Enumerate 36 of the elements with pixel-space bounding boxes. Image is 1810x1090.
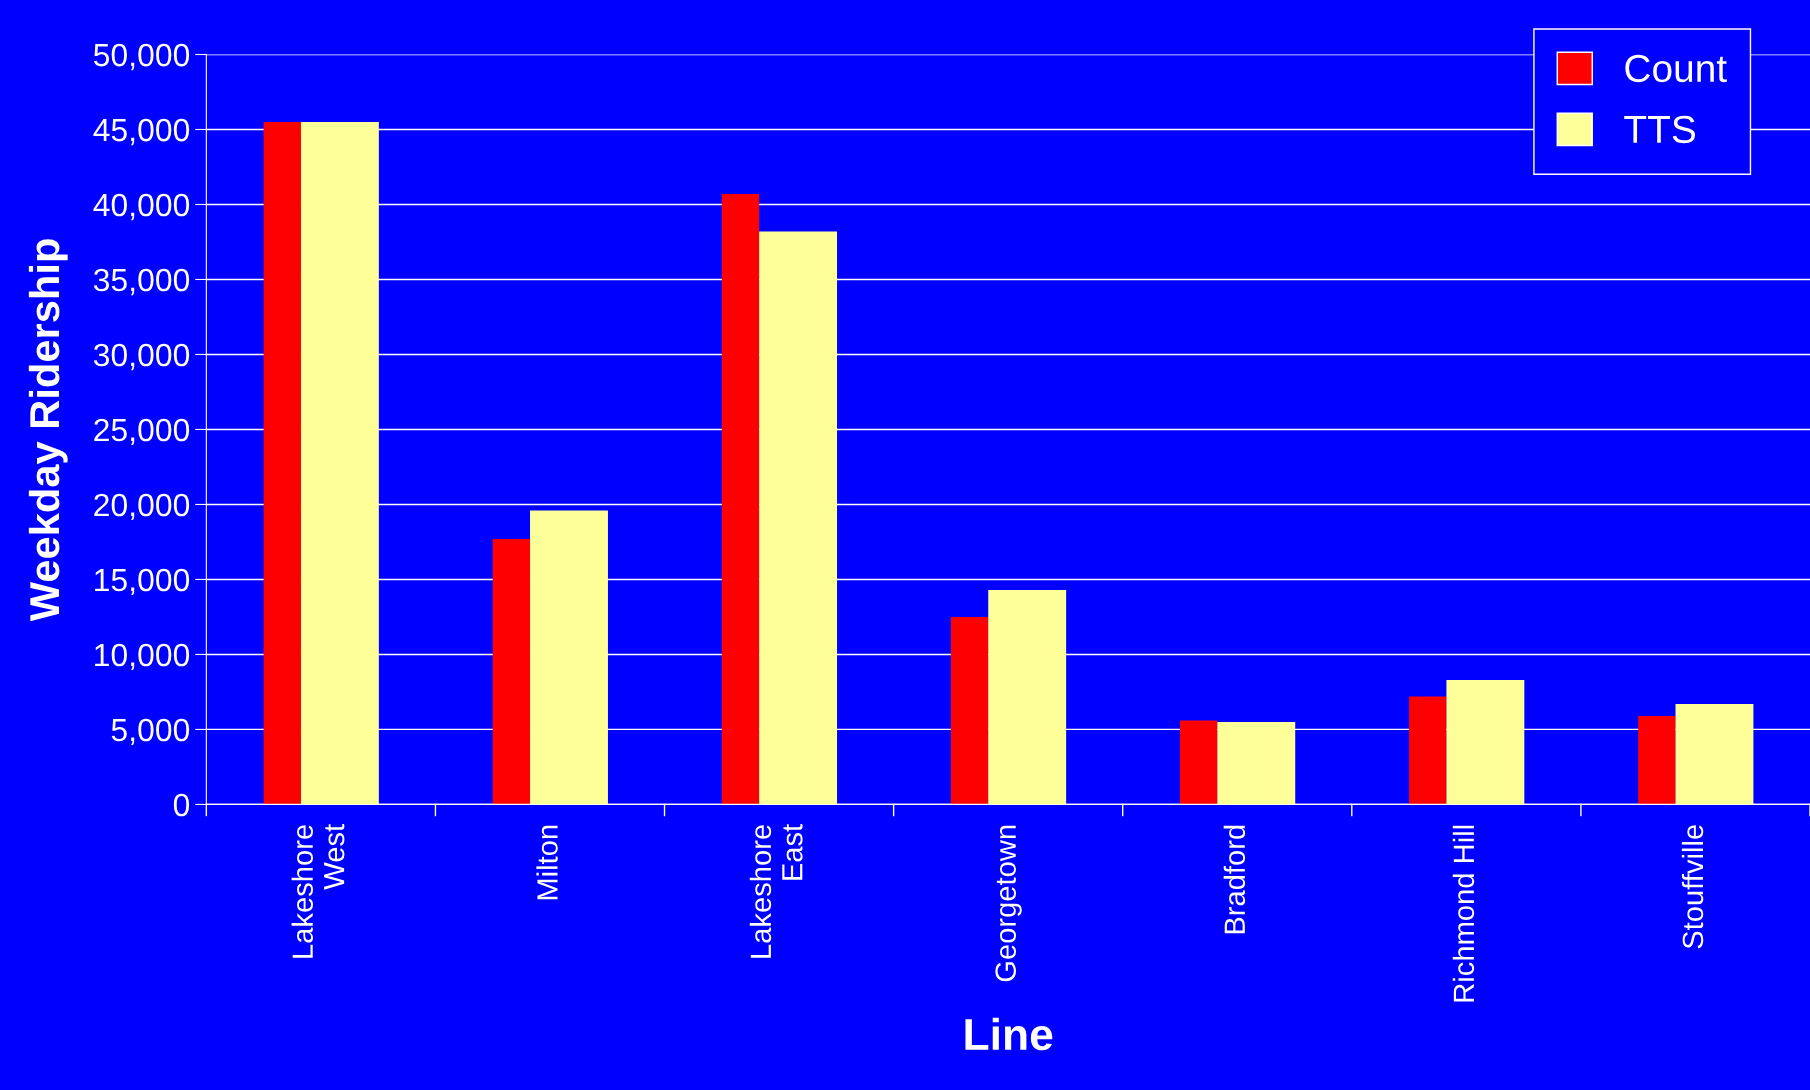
y-tick-label: 40,000	[93, 193, 190, 221]
y-tick-label: 10,000	[95, 643, 190, 671]
x-tick-label: Richmond Hill	[1452, 825, 1475, 1002]
y-tick-label: 35,000	[93, 268, 190, 296]
y-tick-label: 25,000	[94, 418, 190, 446]
bar	[530, 510, 608, 805]
bar	[721, 193, 760, 805]
bar	[950, 616, 989, 805]
x-tick-label: Stouffville	[1681, 825, 1704, 949]
y-tick-label: 0	[173, 793, 190, 817]
legend-label: TTS	[1624, 115, 1696, 144]
y-tick-label: 15,000	[95, 568, 190, 596]
bar	[988, 589, 1067, 805]
legend-label: Count	[1625, 54, 1727, 83]
bar	[300, 121, 379, 805]
y-tick-label: 50,000	[93, 43, 190, 71]
x-tick-label: Bradford	[1223, 825, 1246, 934]
bar	[759, 231, 838, 805]
y-tick-label: 20,000	[94, 493, 190, 521]
x-tick-label: Lakeshore East	[749, 824, 803, 958]
bar	[492, 538, 531, 805]
bar	[1675, 703, 1754, 805]
bar	[1446, 679, 1525, 805]
x-axis-title: Line	[965, 1017, 1053, 1051]
bar	[1179, 720, 1218, 805]
y-tick-label: 45,000	[93, 118, 190, 146]
bar	[1638, 715, 1676, 805]
x-tick-label: Georgetown	[995, 825, 1022, 982]
x-tick-label: Lakeshore West	[291, 824, 345, 958]
bar	[1409, 696, 1447, 805]
y-tick-label: 30,000	[93, 343, 190, 371]
x-tick-label: Milton	[536, 825, 558, 900]
bar	[1217, 721, 1296, 805]
y-axis-title: Weekday Ridership	[28, 239, 68, 622]
bar	[263, 121, 301, 805]
y-tick-label: 5,000	[111, 718, 190, 746]
